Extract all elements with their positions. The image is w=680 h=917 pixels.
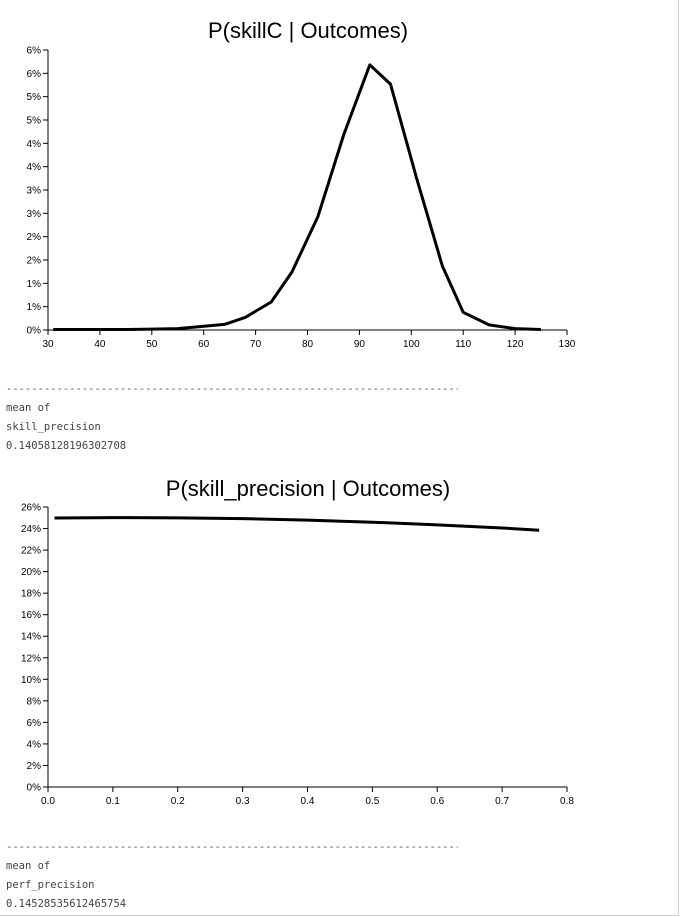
x-tick-label: 0.5 [365,796,379,807]
y-tick-label: 4% [27,162,42,173]
y-tick-label: 3% [27,186,42,197]
readout-label: mean of [6,860,51,872]
readout-value: 0.14058128196302708 [6,440,127,452]
x-tick-label: 0.0 [41,796,55,807]
y-tick-label: 1% [27,279,42,290]
y-tick-label: 2% [27,256,42,267]
x-tick-label: 110 [455,339,471,350]
perf-precision-readout: ----------------------------------------… [6,838,458,914]
x-tick-label: 120 [507,339,524,350]
series-line [54,516,540,532]
plot-area [53,63,542,331]
x-tick-label: 0.4 [301,796,315,807]
x-tick-label: 40 [94,339,106,350]
x-tick-label: 50 [146,339,158,350]
y-tick-label: 6% [27,69,42,80]
y-tick-label: 6% [27,718,42,729]
y-tick-label: 16% [21,610,41,621]
x-tick-label: 70 [250,339,262,350]
y-tick-label: 8% [27,696,42,707]
y-tick-label: 1% [27,302,42,313]
plot-area [54,516,540,532]
y-tick-label: 18% [21,589,41,600]
x-axis: 30 40 50 60 70 80 90 100 110 120 130 [42,329,576,350]
skillc-posterior-chart: P(skillC | Outcomes) 0% 1% 1% 2% 2% 3% 3% 4% 4% 5… [0,10,680,375]
y-tick-label: 3% [27,209,42,220]
x-tick-label: 30 [42,339,54,350]
readout-variable: skill_precision [6,421,101,433]
separator-line: ----------------------------------------… [6,383,458,395]
y-tick-label: 4% [27,739,42,750]
y-tick-label: 2% [27,232,42,243]
y-tick-label: 4% [27,139,42,150]
y-tick-label: 5% [27,92,42,103]
x-axis: 0.0 0.1 0.2 0.3 0.4 0.5 0.6 0.7 0.8 [41,786,574,807]
y-axis: 0% 2% 4% 6% 8% 10% 12% 14% 16% 18% 20% 22% 24% 26% [21,503,49,794]
separator-line: ----------------------------------------… [6,841,458,853]
skill-precision-readout: ----------------------------------------… [6,380,458,456]
x-tick-label: 130 [559,339,576,350]
readout-value: 0.14528535612465754 [6,898,127,910]
y-tick-label: 10% [21,675,41,686]
y-tick-label: 20% [21,567,41,578]
x-tick-label: 80 [302,339,314,350]
y-tick-label: 26% [21,503,41,514]
y-axis: 0% 1% 1% 2% 2% 3% 3% 4% 4% 5% 5% 6% 6% [27,46,49,337]
y-tick-label: 22% [21,546,41,557]
chart-title: P(skill_precision | Outcomes) [166,476,450,501]
chart-title: P(skillC | Outcomes) [208,18,408,43]
x-tick-label: 0.3 [236,796,250,807]
y-tick-label: 12% [21,653,41,664]
x-tick-label: 100 [403,339,420,350]
x-tick-label: 0.1 [106,796,120,807]
x-tick-label: 0.2 [171,796,185,807]
y-tick-label: 0% [27,783,42,794]
x-tick-label: 0.6 [430,796,444,807]
x-tick-label: 60 [198,339,210,350]
y-tick-label: 14% [21,632,41,643]
skill-precision-posterior-chart: P(skill_precision | Outcomes) 0% 2% 4% 6% 8%… [0,468,680,833]
readout-label: mean of [6,402,51,414]
y-tick-label: 2% [27,761,42,772]
x-tick-label: 90 [354,339,366,350]
skillc-chart-svg: P(skillC | Outcomes) 0% 1% 1% 2% 2% 3% 3% 4% 4% 5… [27,18,576,350]
x-tick-label: 0.8 [560,796,574,807]
skill-precision-chart-svg: P(skill_precision | Outcomes) 0% 2% 4% 6% 8%… [21,476,574,807]
readout-variable: perf_precision [6,879,95,891]
x-tick-label: 0.7 [495,796,509,807]
y-tick-label: 0% [27,326,42,337]
y-tick-label: 5% [27,116,42,127]
y-tick-label: 24% [21,524,41,535]
y-tick-label: 6% [27,46,42,57]
series-line [53,63,542,331]
